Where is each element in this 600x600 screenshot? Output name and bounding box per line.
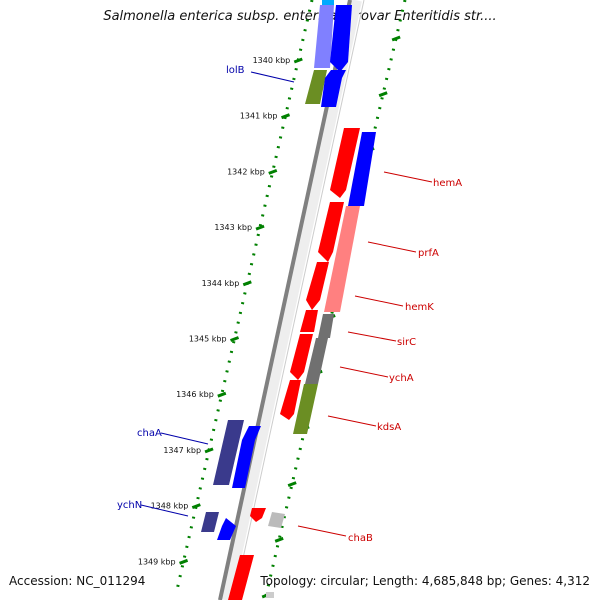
gene-feature-ychN[interactable] (201, 512, 219, 532)
kbp-tick (293, 57, 303, 64)
gene-feature-hemA[interactable] (330, 128, 360, 198)
gene-feature-ychA[interactable] (290, 334, 313, 380)
gene-feature-sirC[interactable] (300, 310, 318, 332)
outer-tick (391, 35, 401, 42)
gene-label-hemK[interactable]: hemK (405, 302, 434, 313)
gene-feature-prfA[interactable] (318, 202, 344, 262)
genome-info-text: Topology: circular; Length: 4,685,848 bp… (260, 574, 590, 588)
gene-feature[interactable] (322, 0, 334, 5)
gene-label-chaB[interactable]: chaB (348, 533, 373, 544)
kbp-tick (191, 503, 201, 510)
gene-feature[interactable] (217, 518, 236, 540)
gene-labels: lolB hemA prfA hemK sirC ychA kdsA chaA … (117, 65, 462, 544)
gene-feature[interactable] (318, 314, 334, 338)
gene-label-lolB[interactable]: lolB (226, 65, 245, 76)
kbp-axis: 1340 kbp 1341 kbp 1342 kbp 1343 kbp 1344 kbp… (138, 56, 303, 566)
kbp-tick (268, 168, 278, 175)
kbp-tick-label: 1349 kbp (138, 557, 176, 566)
gene-feature-chaB[interactable] (250, 508, 266, 522)
gene-feature[interactable] (321, 70, 346, 107)
tick-ring-inner (175, 0, 314, 591)
feature-track (201, 0, 376, 600)
kbp-tick-label: 1343 kbp (214, 223, 252, 232)
gene-feature[interactable] (314, 5, 334, 68)
kbp-tick (242, 280, 252, 287)
gene-feature[interactable] (305, 338, 328, 384)
kbp-tick-label: 1342 kbp (227, 167, 265, 176)
gene-feature[interactable] (266, 592, 274, 598)
gene-feature[interactable] (293, 384, 318, 434)
gene-feature[interactable] (348, 132, 376, 206)
kbp-tick-label: 1347 kbp (163, 446, 201, 455)
gene-label-hemA[interactable]: hemA (433, 178, 462, 189)
gene-feature-lolB[interactable] (305, 70, 327, 104)
gene-label-ychA[interactable]: ychA (389, 373, 414, 384)
gene-label-kdsA[interactable]: kdsA (377, 422, 401, 433)
kbp-tick-label: 1345 kbp (189, 335, 227, 344)
gene-feature-chaA[interactable] (213, 420, 244, 485)
outer-tick (378, 91, 388, 98)
kbp-tick (280, 113, 291, 120)
gene-feature-kdsA[interactable] (280, 380, 301, 420)
kbp-tick (179, 558, 189, 565)
outer-tick (274, 536, 284, 543)
accession-text: Accession: NC_011294 (9, 574, 146, 588)
map-title: Salmonella enterica subsp. enterica sero… (103, 9, 497, 24)
kbp-tick-label: 1344 kbp (202, 279, 240, 288)
gene-feature[interactable] (228, 555, 254, 600)
gene-feature[interactable] (324, 206, 360, 312)
kbp-tick (204, 447, 214, 454)
outer-tick (287, 481, 297, 488)
kbp-tick-label: 1341 kbp (240, 112, 278, 121)
kbp-tick (230, 336, 240, 342)
gene-feature-hemK[interactable] (306, 262, 329, 310)
gene-feature[interactable] (330, 5, 352, 72)
gene-label-sirC[interactable]: sirC (397, 337, 416, 348)
kbp-tick-label: 1346 kbp (176, 390, 214, 399)
kbp-tick (217, 391, 227, 398)
gene-feature[interactable] (232, 426, 261, 488)
kbp-tick-label: 1340 kbp (253, 56, 291, 65)
kbp-tick (255, 224, 265, 231)
gene-label-chaA[interactable]: chaA (137, 428, 162, 439)
gene-label-ychN[interactable]: ychN (117, 500, 142, 511)
gene-feature[interactable] (268, 512, 285, 528)
gene-label-prfA[interactable]: prfA (418, 248, 439, 259)
label-leaders (140, 71, 433, 537)
backbone (218, 0, 365, 600)
kbp-tick-label: 1348 kbp (151, 502, 189, 511)
